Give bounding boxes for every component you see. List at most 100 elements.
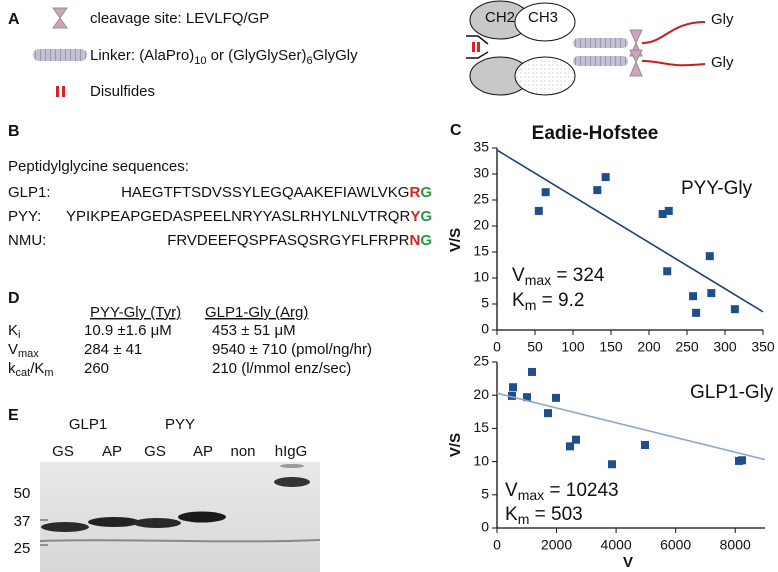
- point: [508, 391, 517, 400]
- gel-labels: GS AP GS AP non hIgG 50 37 25: [14, 443, 308, 557]
- point: [640, 441, 649, 449]
- lane-label: hIgG: [275, 443, 308, 460]
- x-tick-label: 2000: [541, 537, 572, 553]
- sequence: HAEGTFTSDVSSYLEGQAAKEFIAWLVKGRG: [121, 184, 432, 201]
- annotation: = 9.2: [536, 290, 584, 311]
- y-tick-label: 15: [473, 419, 489, 435]
- subscript: m: [44, 367, 53, 379]
- panel-label: D: [8, 290, 20, 307]
- cell: 10.9 ±1.6 μM: [84, 322, 172, 339]
- subscript: cat: [16, 367, 31, 379]
- y-tick-label: 30: [473, 165, 489, 181]
- legend-text: Linker: (AlaPro)10 or (GlyGlySer)6GlyGly: [90, 47, 358, 67]
- sequence: FRVDEEFQSPFASQSRGYFLFRPRNG: [167, 232, 432, 249]
- y-tick-label: 25: [473, 191, 489, 207]
- point: [664, 206, 673, 215]
- y-tick-label: 20: [473, 217, 489, 233]
- point: [730, 305, 739, 314]
- glycine: G: [420, 208, 432, 225]
- point: [737, 456, 746, 465]
- lane-label: GS: [52, 443, 74, 460]
- domain-label: CH3: [528, 9, 558, 26]
- annotation: PYY-Gly: [681, 178, 753, 199]
- text-part: V: [8, 341, 18, 358]
- point: [593, 186, 602, 195]
- marker-label: 37: [14, 513, 31, 530]
- x-tick-label: 150: [599, 339, 623, 355]
- annotation: Km = 9.2: [512, 290, 584, 313]
- sequence-label: NMU:: [8, 232, 46, 249]
- legend-text: or (GlyGlySer): [206, 47, 306, 64]
- annotation: Vmax = 10243: [505, 480, 619, 503]
- point: [689, 292, 698, 301]
- point: [608, 460, 617, 469]
- cleaved-residue: R: [409, 184, 420, 201]
- y-tick-label: 5: [481, 295, 489, 311]
- disulfide-icon: [62, 86, 65, 97]
- x-tick-label: 250: [675, 339, 699, 355]
- domain-label: CH2: [485, 9, 515, 26]
- legend-text: GlyGly: [313, 47, 359, 64]
- cleavage-icon: [52, 7, 68, 29]
- trendline: [496, 392, 766, 461]
- annotation-sub: max: [525, 272, 551, 288]
- column-header: GLP1-Gly (Arg): [205, 304, 308, 321]
- trendline: [496, 149, 764, 313]
- point: [663, 267, 672, 276]
- subscript: i: [18, 329, 20, 341]
- annotation-sub: m: [525, 297, 537, 313]
- x-tick-label: 300: [713, 339, 737, 355]
- row-label: kcat/Km: [8, 360, 54, 379]
- sequence-text: YPIKPEAPGEDASPEELNRYYASLRHYLNLVTRQR: [66, 208, 410, 225]
- legend-text: Linker: (AlaPro): [90, 47, 194, 64]
- annotation: K: [505, 504, 518, 525]
- point: [544, 409, 553, 418]
- y-tick-label: 25: [473, 353, 489, 369]
- cleaved-residue: Y: [410, 208, 420, 225]
- text-part: /K: [30, 360, 44, 377]
- text-part: k: [8, 360, 16, 377]
- annotation-sub: m: [518, 511, 530, 527]
- point: [551, 393, 560, 402]
- linker-icon: [33, 49, 87, 61]
- annotation: = 10243: [544, 480, 619, 501]
- kinetics-table: Ki 10.9 ±1.6 μM 453 ± 51 μM Vmax 284 ± 41 954…: [8, 322, 372, 379]
- x-tick-label: 350: [751, 339, 775, 355]
- sequence-text: HAEGTFTSDVSSYLEGQAAKEFIAWLVKG: [121, 184, 409, 201]
- point: [658, 210, 667, 219]
- annotation: K: [512, 290, 525, 311]
- x-tick-label: 6000: [660, 537, 691, 553]
- x-tick-label: 0: [493, 339, 501, 355]
- gel-bands: [39, 464, 321, 546]
- point: [692, 308, 701, 317]
- marker-label: 25: [14, 540, 31, 557]
- annotation: = 503: [529, 504, 582, 525]
- marker-label: 50: [14, 485, 31, 502]
- point: [522, 393, 531, 402]
- y-tick-label: 10: [473, 452, 489, 468]
- y-tick-label: 20: [473, 386, 489, 402]
- cell: 210 (l/mmol enz/sec): [212, 360, 351, 377]
- sequence-label: PYY:: [8, 208, 41, 225]
- point: [705, 252, 714, 261]
- cell: 260: [84, 360, 109, 377]
- x-axis-label: V: [623, 554, 633, 571]
- section-title: Peptidylglycine sequences:: [8, 158, 189, 175]
- cell: 453 ± 51 μM: [212, 322, 296, 339]
- annotation-sub: max: [518, 487, 544, 503]
- legend-text: Disulfides: [90, 83, 155, 100]
- annotation: V: [505, 480, 518, 501]
- antibody-diagram: [466, 0, 706, 96]
- cleaved-residue: N: [409, 232, 420, 249]
- chart-title: Eadie-Hofstee: [532, 123, 659, 144]
- row-label: Ki: [8, 322, 20, 341]
- terminus-label: Gly: [711, 11, 734, 28]
- x-tick-label: 0: [493, 537, 501, 553]
- x-tick-label: 50: [527, 339, 543, 355]
- point: [572, 435, 581, 444]
- lane-label: GS: [144, 443, 166, 460]
- annotation: Vmax = 324: [512, 265, 605, 288]
- point: [527, 367, 536, 376]
- group-label: PYY: [165, 416, 195, 433]
